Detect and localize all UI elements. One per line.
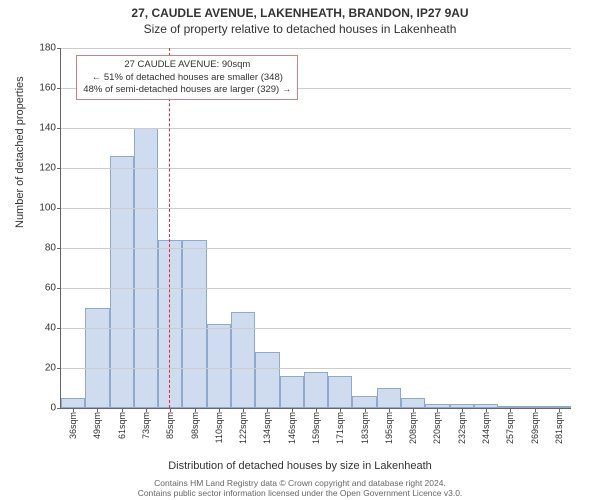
- x-tick-label: 85sqm: [165, 408, 175, 439]
- histogram-bar: [377, 388, 401, 408]
- x-axis-label: Distribution of detached houses by size …: [0, 460, 600, 472]
- x-tick-label: 73sqm: [141, 408, 151, 439]
- y-tick-label: 60: [45, 283, 61, 294]
- y-tick-label: 140: [39, 123, 61, 134]
- x-tick-label: 171sqm: [335, 408, 345, 444]
- y-tick-label: 20: [45, 363, 61, 374]
- y-tick-label: 40: [45, 323, 61, 334]
- y-axis-label: Number of detached properties: [14, 76, 26, 228]
- x-tick-label: 134sqm: [262, 408, 272, 444]
- bars-container: [61, 48, 571, 408]
- x-tick-label: 110sqm: [214, 408, 224, 443]
- histogram-bar: [352, 396, 376, 408]
- page-title-line1: 27, CAUDLE AVENUE, LAKENHEATH, BRANDON, …: [0, 0, 600, 20]
- grid-line: [61, 248, 571, 249]
- footer-line2: Contains public sector information licen…: [0, 488, 600, 498]
- x-tick-label: 49sqm: [92, 408, 102, 439]
- grid-line: [61, 288, 571, 289]
- histogram-bar: [85, 308, 109, 408]
- histogram-bar: [134, 128, 158, 408]
- y-tick-label: 120: [39, 163, 61, 174]
- y-tick-label: 100: [39, 203, 61, 214]
- histogram-bar: [110, 156, 134, 408]
- histogram-bar: [304, 372, 328, 408]
- x-tick-label: 159sqm: [311, 408, 321, 444]
- footer: Contains HM Land Registry data © Crown c…: [0, 478, 600, 498]
- annotation-line3: 48% of semi-detached houses are larger (…: [83, 84, 291, 96]
- x-tick-label: 281sqm: [554, 408, 564, 444]
- y-tick-label: 160: [39, 83, 61, 94]
- annotation-line2: ← 51% of detached houses are smaller (34…: [83, 72, 291, 84]
- x-tick-label: 61sqm: [117, 408, 127, 439]
- y-tick-label: 0: [50, 403, 61, 414]
- x-tick-label: 195sqm: [384, 408, 394, 444]
- x-tick-label: 269sqm: [530, 408, 540, 444]
- histogram-bar: [255, 352, 279, 408]
- histogram-bar: [207, 324, 231, 408]
- grid-line: [61, 368, 571, 369]
- x-tick-label: 183sqm: [360, 408, 370, 444]
- histogram-bar: [61, 398, 85, 408]
- grid-line: [61, 328, 571, 329]
- grid-line: [61, 128, 571, 129]
- reference-marker-line: [169, 48, 170, 408]
- x-tick-label: 232sqm: [457, 408, 467, 444]
- x-tick-label: 257sqm: [505, 408, 515, 444]
- histogram-bar: [182, 240, 206, 408]
- grid-line: [61, 168, 571, 169]
- annotation-line1: 27 CAUDLE AVENUE: 90sqm: [83, 59, 291, 71]
- x-tick-label: 122sqm: [238, 408, 248, 444]
- footer-line1: Contains HM Land Registry data © Crown c…: [0, 478, 600, 488]
- x-tick-label: 98sqm: [190, 408, 200, 439]
- chart-plot-area: 020406080100120140160180 36sqm49sqm61sqm…: [60, 48, 571, 409]
- histogram-bar: [280, 376, 304, 408]
- page-title-line2: Size of property relative to detached ho…: [0, 20, 600, 36]
- y-tick-label: 80: [45, 243, 61, 254]
- x-tick-label: 208sqm: [408, 408, 418, 444]
- x-tick-label: 146sqm: [287, 408, 297, 444]
- annotation-box: 27 CAUDLE AVENUE: 90sqm ← 51% of detache…: [76, 55, 298, 100]
- histogram-bar: [231, 312, 255, 408]
- x-tick-label: 220sqm: [432, 408, 442, 444]
- histogram-bar: [401, 398, 425, 408]
- x-tick-label: 36sqm: [68, 408, 78, 439]
- histogram-bar: [158, 240, 182, 408]
- histogram-bar: [328, 376, 352, 408]
- grid-line: [61, 208, 571, 209]
- grid-line: [61, 48, 571, 49]
- x-tick-label: 244sqm: [481, 408, 491, 444]
- y-tick-label: 180: [39, 43, 61, 54]
